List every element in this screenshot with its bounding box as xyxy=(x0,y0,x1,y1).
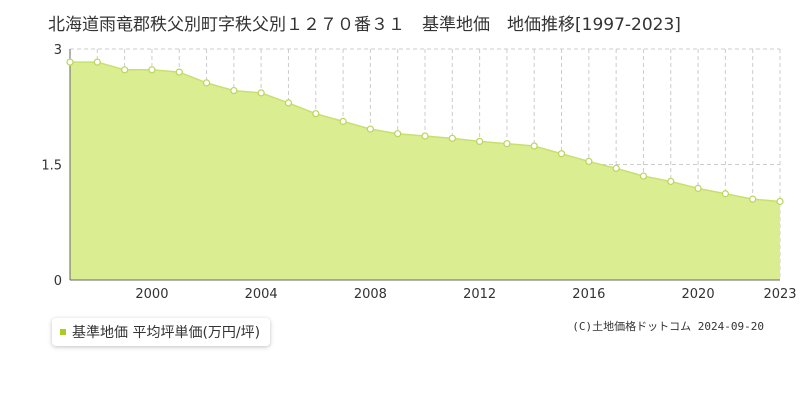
data-point xyxy=(394,130,402,138)
data-point xyxy=(612,164,620,172)
data-point xyxy=(503,140,511,148)
y-tick-label: 0 xyxy=(54,274,62,289)
data-point xyxy=(476,137,484,145)
x-tick-label: 2008 xyxy=(354,287,387,302)
data-point xyxy=(175,68,183,76)
x-tick-label: 2016 xyxy=(572,287,605,302)
data-point xyxy=(148,66,156,74)
data-point xyxy=(312,110,320,118)
data-point xyxy=(339,117,347,125)
data-point xyxy=(776,197,784,206)
x-tick-label: 2000 xyxy=(135,287,168,302)
x-tick-label: 2012 xyxy=(463,287,496,302)
data-point xyxy=(448,134,456,142)
data-point xyxy=(257,89,265,97)
copyright-credit: (C)土地価格ドットコム 2024-09-20 xyxy=(572,320,764,333)
data-point xyxy=(93,58,101,66)
data-point xyxy=(421,132,429,140)
data-point xyxy=(530,142,538,150)
chart-title: 北海道雨竜郡秩父別町字秩父別１２７０番３１ 基準地価 地価推移[1997-202… xyxy=(48,15,681,35)
x-tick-label: 2023 xyxy=(763,287,796,302)
data-point xyxy=(721,190,729,198)
data-point xyxy=(121,66,129,74)
y-tick-label: 3 xyxy=(54,43,62,58)
data-point xyxy=(694,184,702,192)
y-tick-label: 1.5 xyxy=(41,159,62,174)
legend-swatch xyxy=(60,329,66,335)
data-point xyxy=(202,79,211,87)
data-point xyxy=(667,177,675,186)
data-point xyxy=(749,195,757,203)
legend-label: 基準地価 平均坪単価(万円/坪) xyxy=(72,325,261,341)
data-point xyxy=(557,150,566,158)
x-tick-label: 2004 xyxy=(245,287,278,302)
legend: 基準地価 平均坪単価(万円/坪) xyxy=(52,318,271,346)
data-point xyxy=(66,58,74,66)
series-area xyxy=(70,62,780,281)
data-point xyxy=(230,86,238,95)
data-point xyxy=(284,99,293,107)
data-point xyxy=(366,125,374,133)
data-point xyxy=(585,157,593,166)
data-point xyxy=(639,172,648,180)
x-tick-label: 2020 xyxy=(682,287,715,302)
